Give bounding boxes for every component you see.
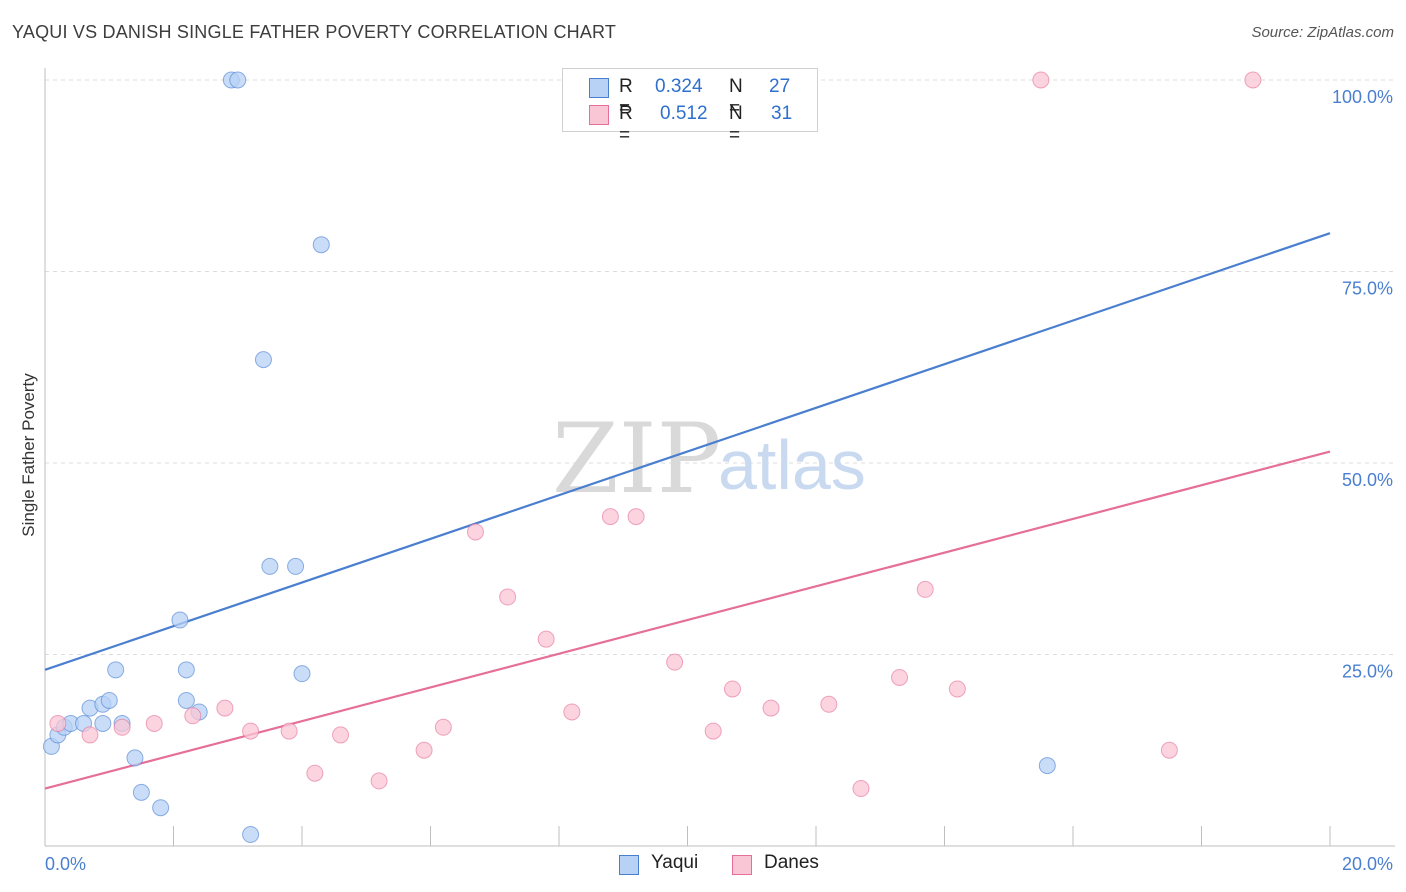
watermark: ZIP atlas: [552, 403, 866, 515]
danes-point: [762, 699, 780, 717]
trend-lines: [44, 232, 1331, 790]
danes-point: [49, 714, 67, 732]
danes-point: [415, 741, 433, 759]
danes-point: [280, 722, 298, 740]
r-value: 0.324: [655, 76, 703, 97]
yaqui-point: [293, 665, 311, 683]
n-label: N =: [729, 103, 743, 146]
danes-point: [820, 695, 838, 713]
yaqui-trend-line: [44, 232, 1331, 671]
danes-point: [184, 707, 202, 725]
danes-point: [1160, 741, 1178, 759]
yaqui-point: [126, 749, 144, 767]
danes-point: [704, 722, 722, 740]
danes-point: [916, 580, 934, 598]
danes-point: [666, 653, 684, 671]
chart-title: YAQUI VS DANISH SINGLE FATHER POVERTY CO…: [12, 22, 617, 42]
yaqui-point: [100, 691, 118, 709]
n-label: N =: [729, 76, 743, 119]
danes-point: [537, 630, 555, 648]
source-label: Source: ZipAtlas.com: [1251, 24, 1394, 41]
yaqui-point: [94, 714, 112, 732]
yaqui-point: [287, 557, 305, 575]
danes-point: [563, 703, 581, 721]
y-tick-label: 100.0%: [1332, 87, 1393, 107]
x-tick-label: 0.0%: [45, 854, 86, 874]
yaqui-point: [229, 71, 247, 89]
danes-point: [145, 714, 163, 732]
y-tick-label: 75.0%: [1342, 279, 1393, 299]
danes-point: [1032, 71, 1050, 89]
yaqui-legend-swatch: [619, 855, 639, 875]
yaqui-point: [312, 236, 330, 254]
danes-legend-label: Danes: [764, 852, 819, 873]
yaqui-point: [242, 826, 260, 844]
stats-legend: R = 0.324 N = 27 R = 0.512 N = 31: [562, 68, 818, 146]
axes: [44, 68, 1395, 847]
yaqui-point: [1038, 757, 1056, 775]
yaqui-legend-label: Yaqui: [651, 852, 699, 873]
danes-point: [306, 764, 324, 782]
danes-point: [81, 726, 99, 744]
danes-point: [891, 668, 909, 686]
yaqui-point: [177, 691, 195, 709]
danes-trend-line: [44, 450, 1331, 790]
data-points: [42, 71, 1262, 844]
danes-point: [370, 772, 388, 790]
danes-point: [434, 718, 452, 736]
danes-point: [852, 780, 870, 798]
danes-point: [601, 508, 619, 526]
y-axis-label: Single Father Poverty: [19, 373, 38, 537]
danes-point: [113, 718, 131, 736]
yaqui-point: [171, 611, 189, 629]
danes-point: [1244, 71, 1262, 89]
danes-point: [627, 508, 645, 526]
r-value: 0.512: [660, 103, 708, 124]
danes-swatch: [589, 105, 609, 125]
danes-legend-swatch: [732, 855, 752, 875]
tick-labels: 25.0% 50.0% 75.0% 100.0% 0.0% 20.0%: [45, 87, 1393, 874]
danes-point: [242, 722, 260, 740]
yaqui-swatch: [589, 78, 609, 98]
watermark-atlas: atlas: [718, 426, 866, 504]
x-tick-label: 20.0%: [1342, 854, 1393, 874]
danes-point: [216, 699, 234, 717]
grid-lines: [45, 79, 1395, 655]
danes-point: [466, 523, 484, 541]
r-label: R =: [619, 76, 633, 119]
yaqui-point: [177, 661, 195, 679]
danes-point: [948, 680, 966, 698]
yaqui-point: [261, 557, 279, 575]
y-tick-label: 25.0%: [1342, 662, 1393, 682]
danes-point: [332, 726, 350, 744]
y-tick-label: 50.0%: [1342, 470, 1393, 490]
yaqui-point: [254, 351, 272, 369]
r-label: R =: [619, 103, 633, 146]
watermark-zip: ZIP: [552, 403, 721, 515]
n-value: 31: [771, 103, 793, 124]
yaqui-point: [107, 661, 125, 679]
yaqui-point: [132, 783, 150, 801]
n-value: 27: [769, 76, 791, 97]
yaqui-point: [152, 799, 170, 817]
danes-point: [723, 680, 741, 698]
danes-point: [499, 588, 517, 606]
